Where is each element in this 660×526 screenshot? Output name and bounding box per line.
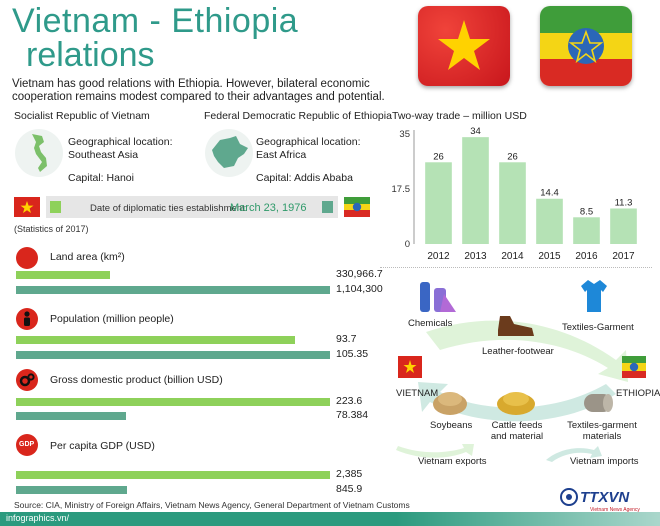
import-label-cattle-feed: Cattle feeds and material — [490, 420, 544, 442]
diplomatic-ties-label: Date of diplomatic ties establishment: — [90, 203, 248, 214]
vietnam-flag-small — [14, 197, 40, 217]
section-separator — [380, 267, 652, 268]
trade-flow-arrows — [396, 320, 628, 462]
footer-band — [0, 512, 660, 526]
ethiopia-flag-large — [540, 6, 632, 86]
value-percapita-vietnam: 2,385 — [336, 468, 363, 480]
stat-label-population: Population (million people) — [50, 313, 174, 325]
bar-percapita-vietnam — [16, 471, 330, 479]
bar-land-ethiopia — [16, 286, 330, 294]
vietnam-name: Socialist Republic of Vietnam — [14, 110, 150, 122]
chart-ytick-label: 0 — [405, 239, 410, 250]
ethiopia-flag-small — [344, 197, 370, 217]
chart-value-label: 14.4 — [540, 188, 559, 199]
chart-bar — [425, 162, 452, 244]
chart-category-label: 2014 — [501, 251, 524, 262]
land-area-icon — [16, 247, 38, 269]
bar-gdp-vietnam — [16, 398, 330, 406]
ethiopia-geo-label: Geographical location: — [256, 136, 361, 148]
leather-footwear-icon — [498, 316, 534, 336]
diplomatic-ties-date: March 23, 1976 — [230, 202, 307, 214]
textile-materials-icon — [584, 394, 613, 412]
bar-percapita-ethiopia — [16, 486, 128, 494]
chart-ytick-label: 35 — [399, 129, 410, 140]
bar-land-vietnam — [16, 271, 111, 279]
chart-bar — [536, 198, 563, 244]
chart-title: Two-way trade – million USD — [392, 110, 527, 122]
gears-icon — [19, 373, 35, 387]
import-label-soybeans: Soybeans — [430, 420, 473, 431]
diplomatic-ties-band — [46, 196, 338, 218]
value-percapita-ethiopia: 845.9 — [336, 483, 363, 495]
person-icon — [24, 311, 30, 326]
chart-category-label: 2012 — [427, 251, 450, 262]
chart-value-label: 26 — [433, 151, 444, 162]
trade-bar-chart: 0 17.5 35 26 2012 34 2013 26 2014 14.4 2015 8.5 2016… — [392, 126, 637, 262]
chart-category-label: 2015 — [538, 251, 561, 262]
legend-exports: Vietnam exports — [418, 456, 487, 467]
trade-vietnam-label: VIETNAM — [396, 388, 439, 399]
export-label-textiles: Textiles-Garment — [562, 322, 634, 333]
chart-category-label: 2013 — [464, 251, 487, 262]
trade-ethiopia-label: ETHIOPIA — [616, 388, 660, 399]
bar-population-vietnam — [16, 336, 296, 344]
chart-bar — [610, 208, 637, 244]
export-label-chemicals: Chemicals — [408, 318, 453, 329]
ethiopia-map-icon — [205, 129, 253, 177]
chemicals-icon — [420, 282, 456, 312]
ethiopia-geo-value: East Africa — [256, 149, 307, 161]
soybeans-icon — [433, 392, 467, 415]
value-land-ethiopia: 1,104,300 — [336, 283, 383, 295]
vietnam-map-icon — [15, 129, 63, 177]
chart-value-label: 26 — [507, 151, 518, 162]
chart-value-label: 11.3 — [615, 197, 633, 208]
stat-label-per-capita: Per capita GDP (USD) — [50, 440, 155, 452]
chart-bar — [499, 162, 526, 244]
footer-logo-sub: Vietnam News Agency — [590, 507, 640, 513]
page-title-line2: relations — [26, 36, 155, 74]
vietnam-capital: Capital: Hanoi — [68, 172, 134, 184]
page-title: Vietnam - Ethiopia — [12, 2, 299, 40]
footer-site[interactable]: infographics.vn/ — [6, 513, 70, 523]
ttxvn-logo-icon — [560, 488, 578, 506]
chart-ytick-label: 17.5 — [392, 184, 411, 195]
source-text: Source: CIA, Ministry of Foreign Affairs… — [14, 500, 410, 510]
chart-bar — [573, 217, 600, 244]
value-land-vietnam: 330,966.7 — [336, 268, 383, 280]
stat-label-gdp: Gross domestic product (billion USD) — [50, 374, 223, 386]
chart-value-label: 34 — [470, 126, 481, 137]
ethiopia-name: Federal Democratic Republic of Ethiopia — [204, 110, 392, 122]
chart-category-label: 2016 — [575, 251, 598, 262]
vietnam-geo-label: Geographical location: — [68, 136, 173, 148]
value-population-vietnam: 93.7 — [336, 333, 357, 345]
per-capita-gdp-icon — [16, 434, 38, 456]
legend-imports: Vietnam imports — [570, 456, 639, 467]
import-label-textile-materials: Textiles-garment materials — [567, 420, 637, 442]
value-population-ethiopia: 105.35 — [336, 348, 369, 360]
vietnam-legend-square — [50, 201, 61, 213]
vietnam-geo-value: Southeast Asia — [68, 149, 139, 161]
vietnam-flag-large — [418, 6, 510, 86]
stat-label-land: Land area (km²) — [50, 251, 125, 263]
value-gdp-vietnam: 223.6 — [336, 395, 363, 407]
gdp-icon-text: GDP — [19, 441, 35, 448]
statistics-note: (Statistics of 2017) — [14, 224, 89, 234]
bar-population-ethiopia — [16, 351, 330, 359]
footer-logo: TTXVN — [580, 489, 630, 506]
textiles-garment-icon — [581, 280, 607, 312]
ethiopia-flag-trade — [622, 356, 646, 378]
cattle-feed-icon — [497, 392, 535, 415]
chart-bar — [462, 137, 489, 244]
bar-gdp-ethiopia — [16, 412, 127, 420]
chart-category-label: 2017 — [612, 251, 635, 262]
intro-text: Vietnam has good relations with Ethiopia… — [12, 78, 385, 103]
ethiopia-capital: Capital: Addis Ababa — [256, 172, 353, 184]
value-gdp-ethiopia: 78.384 — [336, 409, 369, 421]
ethiopia-legend-square — [322, 201, 333, 213]
export-label-leather: Leather-footwear — [482, 346, 554, 357]
vietnam-flag-trade — [398, 356, 422, 378]
chart-value-label: 8.5 — [580, 206, 593, 217]
